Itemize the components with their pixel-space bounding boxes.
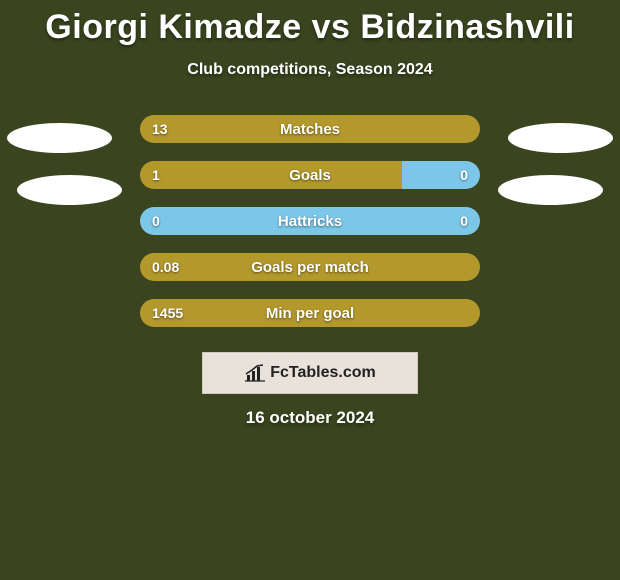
- stat-value-player1: 1455: [140, 299, 195, 327]
- player2-avatar-placeholder: [508, 123, 613, 153]
- stat-bar-player2: [140, 207, 480, 235]
- stat-value-player2: 0: [448, 161, 480, 189]
- stat-row: 1455Min per goal: [140, 299, 480, 327]
- stat-value-player1: 13: [140, 115, 180, 143]
- player1-avatar-placeholder: [7, 123, 112, 153]
- stat-row: 10Goals: [140, 161, 480, 189]
- stat-row: 0.08Goals per match: [140, 253, 480, 281]
- stat-value-player1: 1: [140, 161, 172, 189]
- stat-row: 00Hattricks: [140, 207, 480, 235]
- bar-chart-icon: [244, 364, 266, 382]
- player2-avatar-placeholder: [498, 175, 603, 205]
- stat-bar-player1: [140, 115, 480, 143]
- page-title: Giorgi Kimadze vs Bidzinashvili: [0, 0, 620, 47]
- stat-value-player2: 0: [448, 207, 480, 235]
- brand-label: FcTables.com: [270, 364, 376, 382]
- stat-value-player1: 0: [140, 207, 172, 235]
- stat-value-player1: 0.08: [140, 253, 191, 281]
- date-label: 16 october 2024: [0, 408, 620, 428]
- stat-row: 13Matches: [140, 115, 480, 143]
- stat-bar-player1: [140, 161, 402, 189]
- player1-avatar-placeholder: [17, 175, 122, 205]
- subtitle: Club competitions, Season 2024: [0, 61, 620, 79]
- fctables-link[interactable]: FcTables.com: [202, 352, 418, 394]
